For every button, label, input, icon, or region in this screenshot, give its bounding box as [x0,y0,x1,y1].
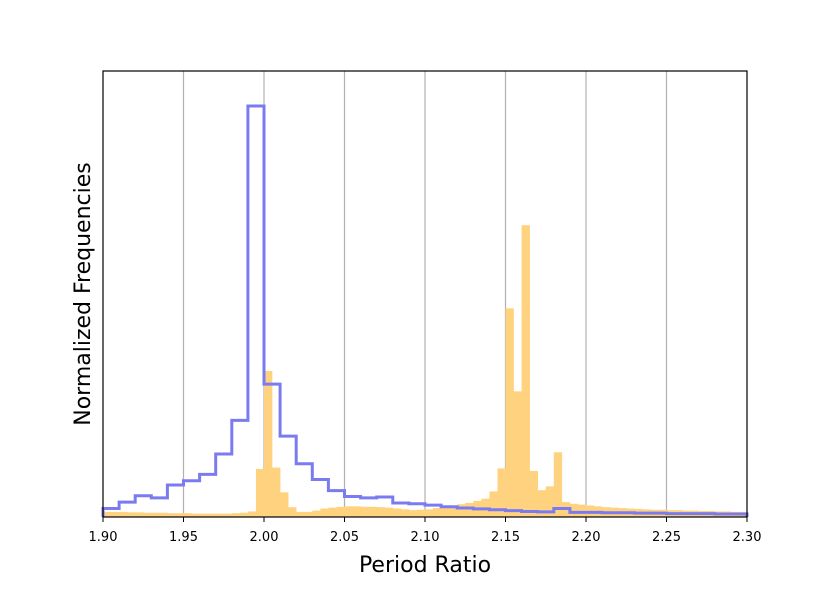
filled-bar [497,468,506,517]
filled-bar [143,512,152,517]
filled-bar [529,470,538,517]
filled-bar [336,506,345,517]
filled-bar [175,513,184,517]
x-tick-label: 2.00 [250,530,279,545]
filled-bar [569,503,579,517]
filled-bar [553,452,563,517]
filled-bar [127,512,136,517]
filled-bar [416,509,426,517]
filled-bar [545,486,555,517]
filled-bar [457,504,466,517]
x-axis-ticks: 1.90 1.95 2.00 2.05 2.10 2.15 2.20 2.25 2.30 [89,517,762,545]
filled-bar [103,511,112,517]
filled-bar [376,507,386,517]
x-tick-label: 2.30 [733,530,762,545]
filled-bar [280,492,289,517]
x-tick-label: 2.15 [491,530,520,545]
filled-bar [264,370,273,517]
filled-bar [223,513,233,517]
filled-bar [167,513,176,517]
filled-bar [239,512,249,517]
filled-bar [513,391,522,517]
filled-bar [183,513,192,517]
step-histogram-series [101,104,749,517]
filled-histogram-series [103,225,748,517]
filled-bar [119,511,128,517]
filled-bar [521,225,530,517]
filled-bar [368,506,377,517]
filled-bar [191,513,200,517]
filled-bar [384,507,394,517]
filled-bar [344,506,353,517]
filled-bar [231,513,241,517]
filled-bar [537,490,547,517]
x-tick-label: 1.95 [169,530,198,545]
filled-bar [111,511,120,517]
filled-bar [433,508,442,517]
filled-bar [247,511,257,517]
filled-bar [489,491,498,517]
y-axis-label: Normalized Frequencies [71,162,96,426]
filled-bar [296,511,305,517]
filled-bar [328,507,337,517]
x-axis-label: Period Ratio [359,553,491,578]
filled-bar [505,308,514,517]
x-tick-label: 2.25 [652,530,681,545]
filled-bar [425,509,434,517]
filled-bar [215,513,225,517]
x-tick-label: 2.10 [411,530,440,545]
x-tick-label: 2.20 [572,530,601,545]
filled-bar [151,512,160,517]
step-line [101,104,749,517]
filled-bar [207,513,216,517]
filled-bar [159,512,168,517]
filled-bar [400,509,410,517]
filled-bar [272,467,281,517]
filled-bar [320,508,329,517]
filled-bar [199,513,208,517]
filled-bar [441,506,450,517]
filled-bar [312,510,321,517]
filled-bar [449,505,458,517]
filled-bar [360,506,369,517]
filled-bar [255,468,265,517]
filled-bar [288,507,297,517]
filled-bar [304,511,313,517]
filled-bar [352,506,361,517]
x-tick-label: 2.05 [330,530,359,545]
x-tick-label: 1.90 [89,530,118,545]
filled-bar [465,502,474,517]
filled-bar [392,508,402,517]
filled-bar [408,510,418,517]
filled-bar [135,512,144,517]
